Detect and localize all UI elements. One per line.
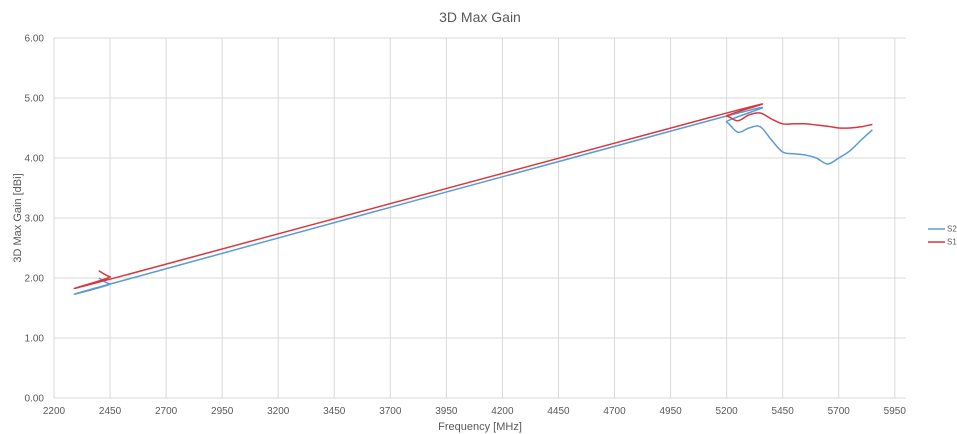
x-tick-label: 3700 [379, 406, 402, 417]
y-tick-label: 6.00 [25, 34, 45, 45]
y-tick-label: 0.00 [25, 394, 45, 405]
y-tick-label: 4.00 [25, 154, 45, 165]
y-tick-label: 5.00 [25, 94, 45, 105]
legend-label-s1: S1 [947, 238, 957, 247]
x-tick-label: 4950 [659, 406, 682, 417]
x-tick-label: 2200 [43, 406, 66, 417]
x-tick-label: 4200 [491, 406, 514, 417]
gridlines [53, 37, 906, 399]
x-axis-ticks: 2200 2450 2700 2950 3200 3450 3700 3950 4200 4450… [43, 406, 906, 417]
y-tick-label: 3.00 [25, 214, 45, 225]
y-axis-ticks: 0.00 1.00 2.00 3.00 4.00 5.00 6.00 [25, 34, 45, 405]
chart-title: 3D Max Gain [439, 9, 521, 25]
x-tick-label: 3200 [267, 406, 290, 417]
x-tick-label: 3950 [435, 406, 458, 417]
x-tick-label: 5700 [828, 406, 851, 417]
x-tick-label: 5200 [716, 406, 739, 417]
x-tick-label: 5450 [772, 406, 795, 417]
x-tick-label: 5950 [884, 406, 907, 417]
series-line-s1 [73, 103, 873, 290]
series-lines [73, 103, 873, 295]
y-axis-label: 3D Max Gain [dBi] [12, 173, 24, 262]
x-tick-label: 2950 [211, 406, 234, 417]
x-tick-label: 4700 [603, 406, 626, 417]
series-line-s2 [73, 106, 873, 295]
x-tick-label: 3450 [323, 406, 346, 417]
legend-label-s2: S2 [947, 225, 957, 234]
x-tick-label: 2700 [155, 406, 178, 417]
x-tick-label: 2450 [99, 406, 122, 417]
x-tick-label: 4450 [547, 406, 570, 417]
y-tick-label: 2.00 [25, 274, 45, 285]
y-tick-label: 1.00 [25, 334, 45, 345]
x-axis-label: Frequency [MHz] [438, 421, 522, 433]
